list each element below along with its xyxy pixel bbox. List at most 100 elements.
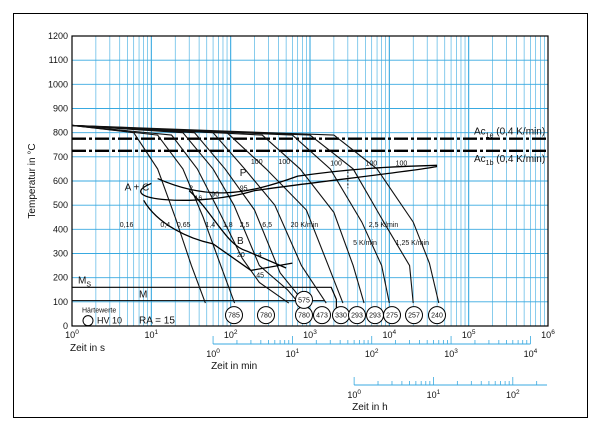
- cooling-rate-label: 20 K/min: [291, 222, 319, 229]
- hardness-value: 240: [431, 313, 443, 320]
- ms-label: MS: [78, 275, 91, 288]
- y-tick-label: 500: [53, 200, 68, 210]
- hardness-marker: [295, 290, 313, 309]
- hardness-value: 780: [260, 313, 272, 320]
- cooling-rate-label: 5 K/min: [353, 240, 377, 247]
- x-tick-label: 100: [65, 329, 79, 340]
- hardness-value: 785: [228, 313, 240, 320]
- minute-tick-label: 102: [365, 348, 379, 359]
- cooling-curve: [71, 124, 390, 304]
- minute-axis-label: Zeit in min: [211, 361, 257, 372]
- minute-tick-label: 103: [444, 348, 458, 359]
- cooling-rate-label: 6,5: [262, 222, 272, 229]
- y-tick-label: 1200: [48, 31, 68, 41]
- hardness-marker: [348, 306, 366, 325]
- x-tick-label: 106: [541, 329, 555, 340]
- cooling-rate-label: 2,5 K/min: [369, 222, 399, 229]
- y-tick-label: 700: [53, 152, 68, 162]
- y-tick-label: 300: [53, 249, 68, 259]
- x-tick-label: 105: [462, 329, 476, 340]
- region-number: 100: [278, 159, 290, 166]
- y-tick-label: 200: [53, 273, 68, 283]
- cooling-curve: [71, 124, 236, 304]
- x-tick-label: 102: [224, 329, 238, 340]
- y-axis-label: Temperatur in °C: [27, 143, 38, 218]
- hardness-value: 330: [335, 313, 347, 320]
- region-number: 100: [330, 160, 342, 167]
- y-tick-label: 0: [63, 321, 68, 331]
- x-tick-label: 104: [383, 329, 397, 340]
- hour-tick-label: 101: [427, 389, 441, 400]
- cooling-rate-label: 2,5: [240, 222, 250, 229]
- region-number: 2: [189, 186, 193, 193]
- cooling-rate-label: 0,65: [177, 222, 191, 229]
- hardness-value: 293: [351, 313, 363, 320]
- cooling-curve: [71, 124, 440, 304]
- cooling-curve: [71, 124, 206, 304]
- y-tick-label: 100: [53, 297, 68, 307]
- y-tick-label: 400: [53, 224, 68, 234]
- ac-reference-label: Ac1e (0,4 K/min): [474, 127, 545, 140]
- region-number: 100: [251, 159, 263, 166]
- pearlite-region-start: [140, 165, 438, 201]
- cooling-curve: [71, 124, 300, 304]
- legend-title: Härtewerte: [82, 308, 116, 315]
- y-tick-label: 900: [53, 104, 68, 114]
- cooling-curve: [71, 124, 414, 304]
- phase-label: M: [139, 289, 147, 300]
- cooling-rate-label: 0,16: [120, 222, 134, 229]
- region-number: 45: [256, 273, 264, 280]
- chart-frame: [13, 13, 588, 418]
- x-tick-label: 101: [145, 329, 159, 340]
- bainite-region-start: [143, 200, 293, 272]
- y-tick-label: 600: [53, 176, 68, 186]
- phase-label: A + C: [125, 183, 150, 194]
- region-number: 20: [237, 252, 245, 259]
- region-number: 16: [194, 195, 202, 202]
- bainite-region-end: [188, 190, 287, 269]
- ac-reference-label: Ac1b (0,4 K/min): [474, 154, 545, 167]
- minute-tick-label: 101: [286, 348, 300, 359]
- hardness-marker: [225, 306, 243, 325]
- region-number: 100: [396, 160, 408, 167]
- hour-tick-label: 102: [506, 389, 520, 400]
- hardness-marker: [383, 306, 401, 325]
- y-tick-label: 800: [53, 128, 68, 138]
- hardness-marker: [313, 306, 331, 325]
- hardness-marker: [405, 306, 423, 325]
- x-tick-label: 103: [303, 329, 317, 340]
- y-tick-label: 1100: [49, 55, 68, 65]
- region-number: 90: [211, 192, 219, 199]
- region-number: 100: [365, 160, 377, 167]
- phase-label: P: [240, 168, 247, 179]
- legend-symbol: [82, 315, 94, 327]
- cooling-rate-label: 1,4: [205, 222, 215, 229]
- plot-area: [71, 35, 549, 327]
- ra-label: RA = 15: [139, 316, 175, 327]
- cooling-rate-label: 0,4: [160, 222, 170, 229]
- hardness-value: 293: [369, 313, 381, 320]
- x-axis-label: Zeit in s: [70, 343, 105, 354]
- hardness-marker: [428, 306, 446, 325]
- cooling-rate-label: 1,25 K/min: [396, 240, 430, 247]
- cooling-rate-label: 1,8: [223, 222, 233, 229]
- y-tick-label: 1000: [48, 79, 68, 89]
- minute-tick-label: 104: [524, 348, 538, 359]
- cooling-curve: [71, 124, 365, 304]
- minute-tick-label: 100: [206, 348, 220, 359]
- hardness-value: 257: [408, 313, 420, 320]
- phase-label: B: [237, 236, 244, 247]
- hour-axis-label: Zeit in h: [352, 402, 388, 413]
- pearlite-region-end: [157, 164, 438, 194]
- hardness-value: 575: [298, 297, 310, 304]
- hour-tick-label: 100: [347, 389, 361, 400]
- region-number: 4: [258, 252, 262, 259]
- hardness-value: 473: [316, 313, 328, 320]
- region-number: 95: [240, 186, 248, 193]
- hardness-value: 275: [386, 313, 398, 320]
- ms-line: [72, 286, 337, 310]
- hardness-marker: [257, 306, 275, 325]
- cooling-curve: [71, 124, 290, 304]
- hardness-value: 780: [298, 313, 310, 320]
